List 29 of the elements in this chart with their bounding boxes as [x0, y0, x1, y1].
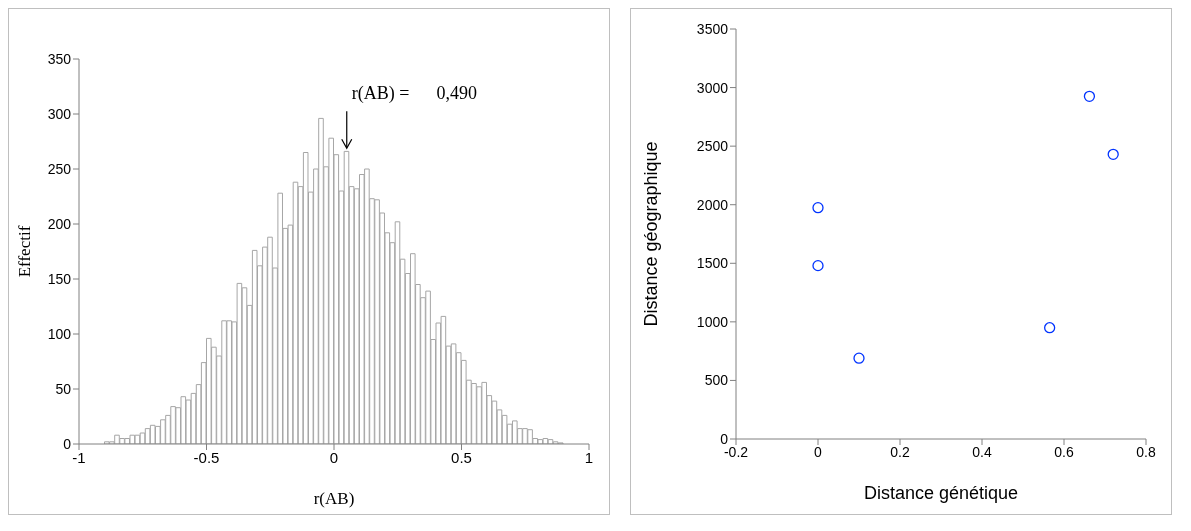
y-tick-label: 3500: [696, 20, 729, 37]
x-tick-label: 0.6: [1054, 443, 1074, 460]
x-tick-label: 1: [584, 448, 594, 466]
x-tick-label: -0.5: [193, 448, 220, 466]
y-tick-label: 350: [47, 50, 72, 67]
y-tick-label: 2000: [696, 196, 729, 213]
y-tick-label: 1000: [696, 313, 729, 330]
x-tick-label: 0: [329, 448, 339, 466]
y-tick-label: 150: [47, 270, 72, 287]
y-tick-label: 100: [47, 325, 72, 342]
y-axis-title: Distance géographique: [641, 141, 662, 327]
y-tick-label: 500: [704, 372, 729, 389]
y-tick-label: 50: [55, 380, 72, 397]
x-axis-title: Distance génétique: [863, 483, 1019, 503]
y-tick-label: 1500: [696, 255, 729, 272]
x-tick-label: -1: [72, 448, 86, 466]
y-axis-title: Effectif: [15, 225, 35, 278]
x-axis-title: r(AB): [313, 489, 355, 508]
y-tick-label: 250: [47, 160, 72, 177]
annotation: r(AB) = 0,490: [351, 83, 477, 105]
x-tick-label: 0.5: [451, 448, 472, 466]
x-tick-label: 0.4: [972, 443, 992, 460]
y-tick-label: 3000: [696, 79, 729, 96]
y-tick-label: 300: [47, 105, 72, 122]
y-tick-label: 200: [47, 215, 72, 232]
x-tick-label: 0.8: [1136, 443, 1156, 460]
y-tick-label: 2500: [696, 138, 729, 155]
x-tick-label: 0: [814, 443, 823, 460]
x-tick-label: 0.2: [890, 443, 910, 460]
